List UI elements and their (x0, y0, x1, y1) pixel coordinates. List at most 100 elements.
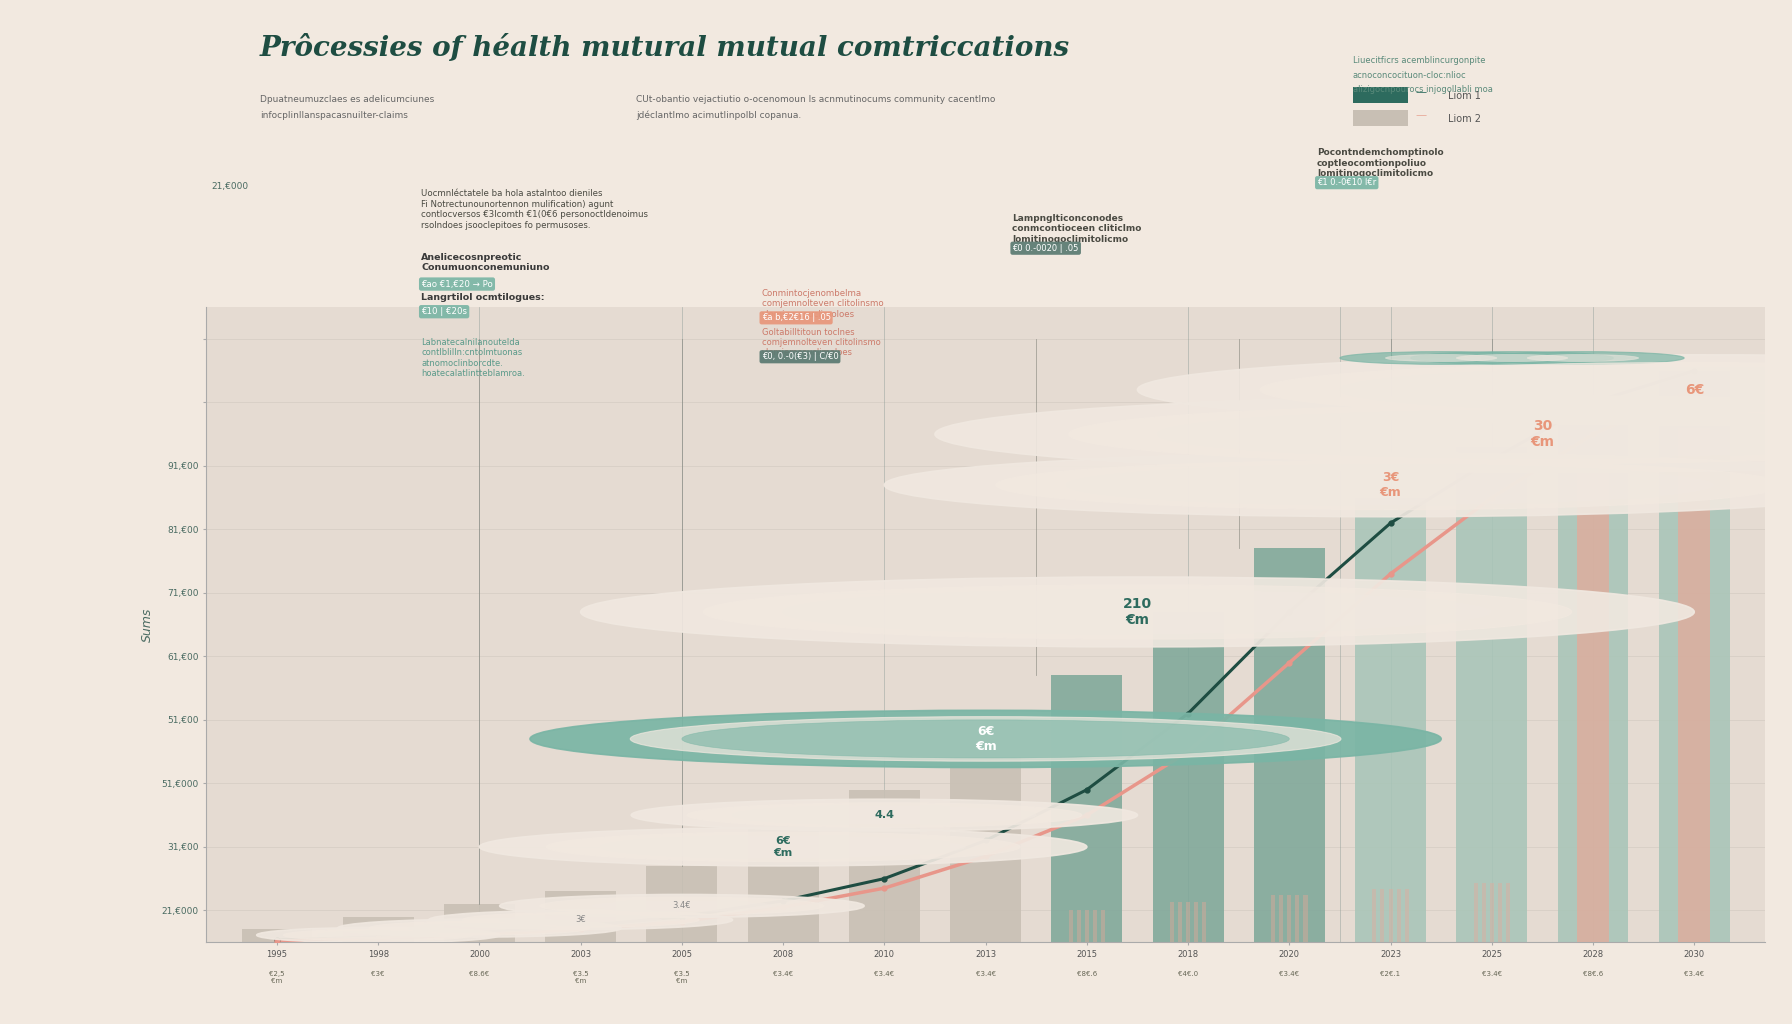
Bar (1100, 910, 1106, 942)
Circle shape (317, 931, 439, 939)
Circle shape (631, 717, 1340, 761)
Circle shape (581, 577, 1693, 647)
Text: €3.4€: €3.4€ (1684, 971, 1704, 977)
Bar (1186, 902, 1190, 942)
Text: €2€.1: €2€.1 (1380, 971, 1401, 977)
Text: 30
€m: 30 €m (1530, 419, 1554, 450)
Circle shape (428, 910, 733, 930)
Bar (1052, 676, 1122, 942)
Text: €ao €1,€20 → Po: €ao €1,€20 → Po (421, 280, 493, 289)
Text: acnoconcocituon-cloc:nlioc: acnoconcocituon-cloc:nlioc (1353, 71, 1466, 80)
Text: €3€: €3€ (371, 971, 385, 977)
Text: —: — (1416, 87, 1426, 97)
Text: Goltabilltitoun toclnes
comjemnolteven clitolinsmo
vlomjemosuclimoloes: Goltabilltitoun toclnes comjemnolteven c… (762, 328, 880, 357)
Circle shape (409, 924, 550, 933)
Circle shape (686, 803, 1082, 827)
Bar (1457, 446, 1527, 942)
Bar (1202, 902, 1206, 942)
Text: Liom 1: Liom 1 (1448, 91, 1482, 101)
Text: €3.4€: €3.4€ (772, 971, 794, 977)
Bar (545, 891, 616, 942)
Bar (1296, 895, 1299, 942)
Bar (1279, 895, 1283, 942)
FancyBboxPatch shape (1353, 87, 1409, 102)
Text: €8€.6: €8€.6 (1582, 971, 1604, 977)
Circle shape (733, 806, 1036, 824)
Circle shape (1482, 351, 1684, 365)
Text: Dpuatneumuzclaes es adelicumciunes: Dpuatneumuzclaes es adelicumciunes (260, 95, 434, 104)
FancyBboxPatch shape (1353, 110, 1409, 126)
Text: Prôcessies of héalth mutural mutual comtriccations: Prôcessies of héalth mutural mutual comt… (260, 35, 1070, 62)
Bar (1068, 910, 1073, 942)
Circle shape (935, 396, 1792, 472)
Bar (342, 916, 414, 942)
Circle shape (631, 799, 1138, 831)
Bar (1498, 883, 1502, 942)
Bar (1271, 895, 1276, 942)
Circle shape (1385, 354, 1496, 361)
Bar (1405, 889, 1409, 942)
Text: 21,€000: 21,€000 (211, 182, 249, 191)
Circle shape (500, 895, 864, 918)
Circle shape (547, 831, 1020, 862)
Text: 3.4€: 3.4€ (672, 901, 692, 910)
Circle shape (1138, 355, 1792, 425)
Bar (1084, 910, 1090, 942)
Circle shape (702, 585, 1572, 639)
Bar (1287, 895, 1292, 942)
Text: 3€
€m: 3€ €m (1380, 471, 1401, 499)
Bar (1489, 883, 1495, 942)
Circle shape (1260, 362, 1792, 417)
Bar (1396, 889, 1401, 942)
Bar (1389, 889, 1392, 942)
Y-axis label: Sums: Sums (142, 607, 154, 642)
Circle shape (283, 929, 473, 941)
Bar (1170, 902, 1174, 942)
Text: €0 0.-0020 | .05: €0 0.-0020 | .05 (1012, 244, 1079, 253)
Bar (1679, 428, 1710, 942)
Text: €0, 0.-0(€3) | C/€0: €0, 0.-0(€3) | C/€0 (762, 352, 839, 361)
Text: 210
€m: 210 €m (1124, 597, 1152, 627)
Circle shape (683, 720, 1288, 758)
Circle shape (369, 922, 590, 935)
Circle shape (1068, 404, 1792, 464)
Text: CUt-obantio vejactiutio o-ocenomoun ls acnmutinocums community cacentlmo: CUt-obantio vejactiutio o-ocenomoun ls a… (636, 95, 996, 104)
Bar (1482, 883, 1486, 942)
Text: Langrtilol ocmtilogues:: Langrtilol ocmtilogues: (421, 293, 545, 302)
Bar (1177, 902, 1183, 942)
Bar (1303, 895, 1308, 942)
Text: €1 0.-0€10 I€r: €1 0.-0€10 I€r (1317, 178, 1376, 187)
Bar (242, 930, 312, 942)
Text: Liom 2: Liom 2 (1448, 115, 1482, 125)
Text: €8.6€: €8.6€ (470, 971, 489, 977)
Circle shape (1066, 465, 1715, 505)
Text: jdéclantlmo acimutlinpolbl copanua.: jdéclantlmo acimutlinpolbl copanua. (636, 111, 801, 120)
Bar (1254, 549, 1324, 942)
Bar (747, 827, 819, 942)
Text: 3€: 3€ (575, 915, 586, 925)
Circle shape (996, 460, 1785, 510)
Text: €3.4€: €3.4€ (1279, 971, 1299, 977)
Bar (849, 790, 919, 942)
Text: Lampnglticonconodes
conmcontioceen cliticlmo
lomitinogoclimitolicmo: Lampnglticonconodes conmcontioceen cliti… (1012, 214, 1142, 244)
Text: €8€.6: €8€.6 (1077, 971, 1097, 977)
Circle shape (462, 912, 699, 928)
Text: €2,5
€m: €2,5 €m (269, 971, 285, 984)
Bar (1577, 457, 1609, 942)
Circle shape (1158, 410, 1792, 459)
Text: €a b,€2€16 | .05: €a b,€2€16 | .05 (762, 313, 831, 323)
Bar (1473, 883, 1478, 942)
Text: 6€
€m: 6€ €m (975, 725, 996, 753)
Bar (1193, 902, 1199, 942)
Circle shape (1340, 368, 1792, 412)
Circle shape (256, 928, 500, 943)
Circle shape (1457, 354, 1568, 361)
Circle shape (539, 897, 824, 914)
Circle shape (1410, 351, 1613, 365)
Bar (1077, 910, 1081, 942)
Bar (1380, 889, 1385, 942)
Bar (1505, 883, 1511, 942)
Circle shape (783, 590, 1491, 634)
Text: —: — (1416, 110, 1426, 120)
Text: alizigocnpourocs injogollabli moa: alizigocnpourocs injogollabli moa (1353, 85, 1493, 94)
